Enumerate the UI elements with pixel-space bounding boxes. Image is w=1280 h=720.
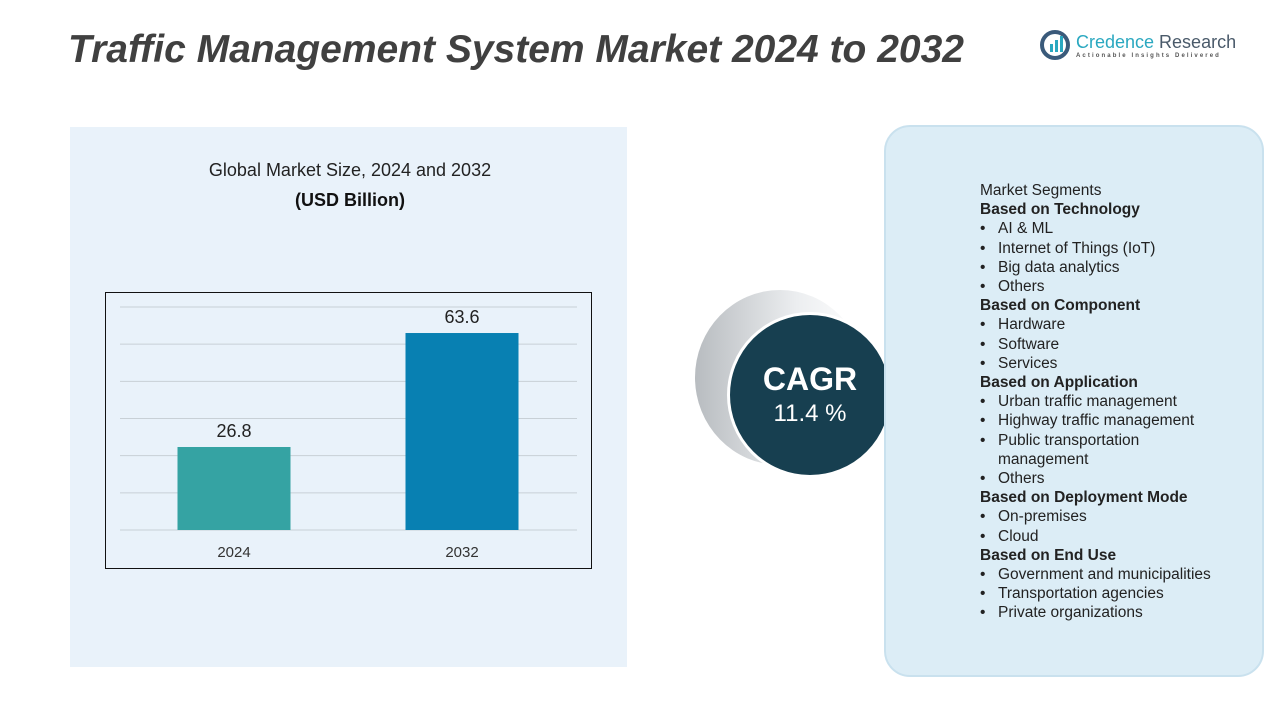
logo-icon xyxy=(1040,30,1070,60)
chart-subtitle: (USD Billion) xyxy=(295,190,405,210)
chart-title: Global Market Size, 2024 and 2032 xyxy=(208,160,492,180)
logo-tagline: Actionable Insights Delivered xyxy=(1076,52,1221,59)
segment-item: Others xyxy=(980,277,1211,296)
segment-item: Private organizations xyxy=(980,603,1211,622)
segment-item: Hardware xyxy=(980,315,1211,334)
segment-item: Transportation agencies xyxy=(980,584,1211,603)
bar-2024 xyxy=(177,446,291,530)
cagr-badge: CAGR 11.4 % xyxy=(727,312,893,478)
segment-item: Software xyxy=(980,335,1211,354)
cagr-value: 11.4 % xyxy=(773,400,847,427)
cagr-label: CAGR xyxy=(762,361,858,397)
segment-item: Internet of Things (IoT) xyxy=(980,239,1211,258)
segment-group-title: Based on Technology xyxy=(980,201,1140,219)
data-label: 63.6 xyxy=(444,307,479,327)
x-tick-label: 2032 xyxy=(445,544,478,561)
chart-frame xyxy=(105,292,592,569)
segment-item: Big data analytics xyxy=(980,258,1211,277)
logo-name-2: Research xyxy=(1154,31,1237,52)
segment-group-title: Based on Component xyxy=(980,297,1141,315)
segment-item: Urban traffic management xyxy=(980,392,1211,411)
logo-name: Credence xyxy=(1076,31,1155,52)
market-segments: Market Segments Based on TechnologyAI & … xyxy=(980,181,1211,623)
segment-item: Cloud xyxy=(980,527,1211,546)
data-label: 26.8 xyxy=(216,421,251,441)
segment-item: Services xyxy=(980,354,1211,373)
segment-group-title: Based on End Use xyxy=(980,546,1117,564)
x-tick-label: 2024 xyxy=(217,544,250,561)
chart-panel xyxy=(70,127,627,667)
segment-item: Public transportation management xyxy=(980,431,1188,469)
segment-group-title: Based on Deployment Mode xyxy=(980,489,1188,507)
credence-research-logo: Credence Research Actionable Insights De… xyxy=(1040,30,1236,60)
segments-heading: Market Segments xyxy=(980,182,1102,199)
segment-item: Highway traffic management xyxy=(980,411,1211,430)
segment-item: On-premises xyxy=(980,507,1211,526)
page-title: Traffic Management System Market 2024 to… xyxy=(68,28,964,71)
segment-group-title: Based on Application xyxy=(980,374,1138,392)
bar-2032 xyxy=(405,333,519,530)
segment-item: AI & ML xyxy=(980,219,1211,238)
segment-item: Government and municipalities xyxy=(980,565,1211,584)
segment-item: Others xyxy=(980,469,1211,488)
